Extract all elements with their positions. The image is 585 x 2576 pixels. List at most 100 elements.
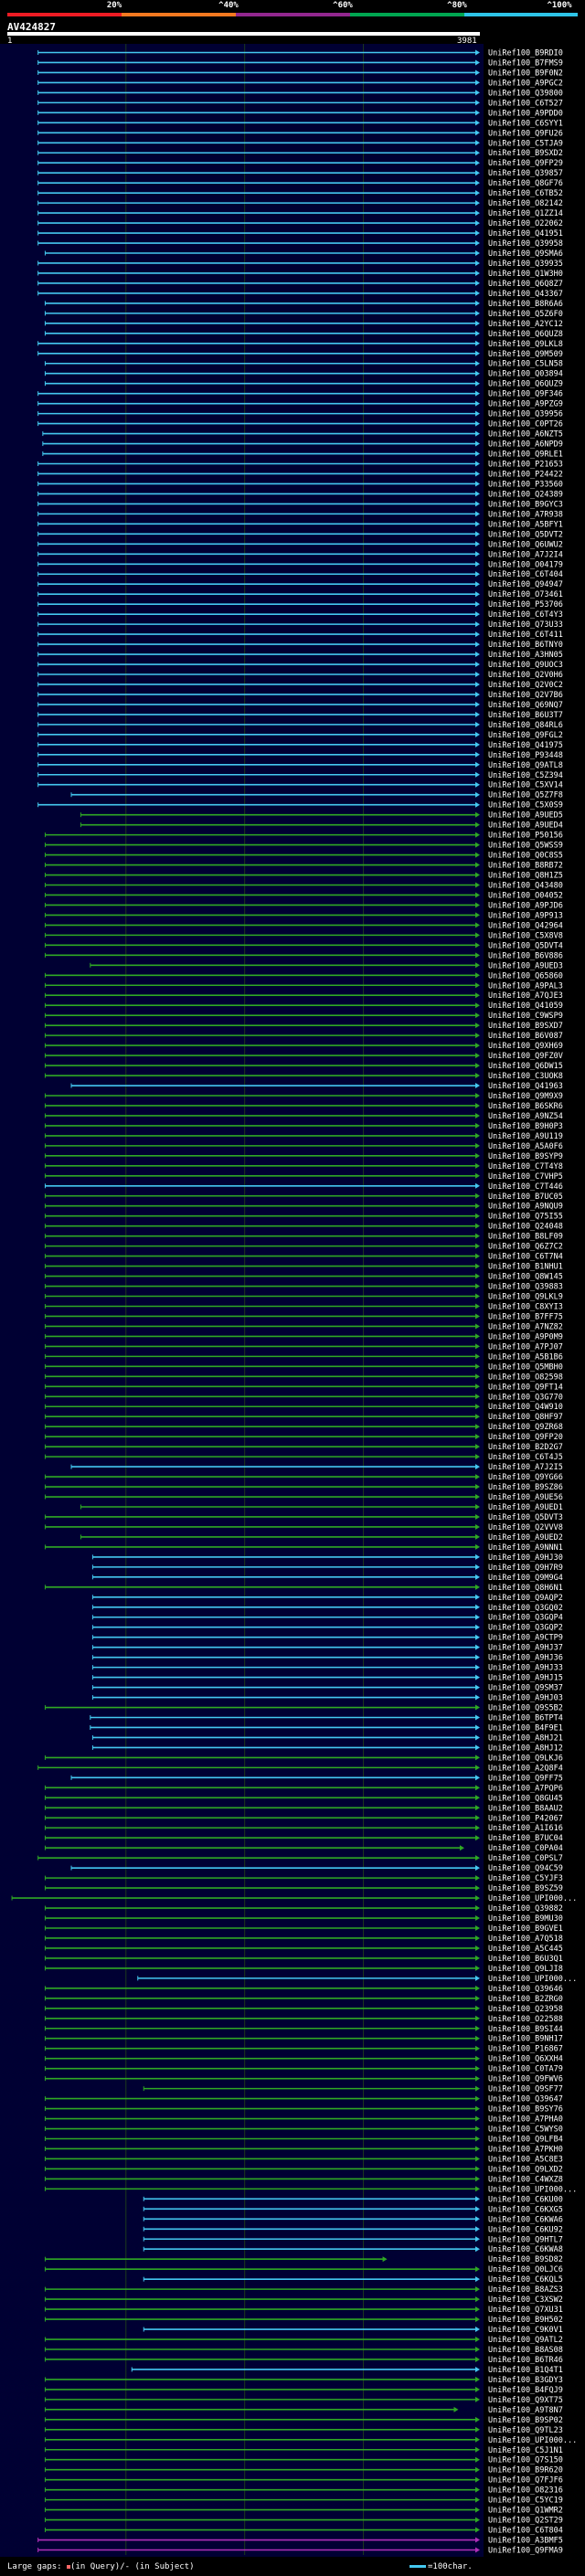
hit-label[interactable]: UniRef100_B8RB72 xyxy=(488,862,563,871)
hit-label[interactable]: UniRef100_B6TR46 xyxy=(488,2356,563,2365)
hit-label[interactable]: UniRef100_Q39647 xyxy=(488,2095,563,2104)
hit-label[interactable]: UniRef100_P33560 xyxy=(488,480,563,489)
hit-label[interactable]: UniRef100_A8HJ12 xyxy=(488,1744,563,1753)
hit-label[interactable]: UniRef100_A7J2I4 xyxy=(488,550,563,559)
hit-label[interactable]: UniRef100_Q6UWU2 xyxy=(488,540,563,549)
hit-label[interactable]: UniRef100_C8XYI3 xyxy=(488,1302,563,1311)
hit-label[interactable]: UniRef100_A7NZ82 xyxy=(488,1322,563,1331)
hit-label[interactable]: UniRef100_A5A0F6 xyxy=(488,1142,563,1151)
hit-label[interactable]: UniRef100_A9HJ36 xyxy=(488,1654,563,1663)
hit-label[interactable]: UniRef100_Q9SMA6 xyxy=(488,249,563,259)
hit-label[interactable]: UniRef100_C5WYS0 xyxy=(488,2125,563,2135)
hit-label[interactable]: UniRef100_UPI000... xyxy=(488,1975,577,1984)
hit-label[interactable]: UniRef100_B6U3T7 xyxy=(488,711,563,720)
hit-label[interactable]: UniRef100_Q73U33 xyxy=(488,620,563,630)
hit-label[interactable]: UniRef100_P42067 xyxy=(488,1814,563,1823)
hit-label[interactable]: UniRef100_A2YC12 xyxy=(488,320,563,329)
hit-label[interactable]: UniRef100_C5LN58 xyxy=(488,360,563,369)
hit-label[interactable]: UniRef100_B1NHU1 xyxy=(488,1263,563,1272)
hit-label[interactable]: UniRef100_B9SXD2 xyxy=(488,149,563,158)
hit-label[interactable]: UniRef100_Q41951 xyxy=(488,229,563,239)
hit-label[interactable]: UniRef100_C5XV14 xyxy=(488,781,563,790)
hit-label[interactable]: UniRef100_B6V087 xyxy=(488,1032,563,1041)
hit-label[interactable]: UniRef100_Q9FWV6 xyxy=(488,2075,563,2084)
hit-label[interactable]: UniRef100_B8AAU2 xyxy=(488,1804,563,1813)
hit-label[interactable]: UniRef100_A5C8E3 xyxy=(488,2155,563,2164)
hit-label[interactable]: UniRef100_Q5Z6F0 xyxy=(488,310,563,319)
hit-label[interactable]: UniRef100_Q9FF75 xyxy=(488,1774,563,1783)
hit-label[interactable]: UniRef100_Q9LKL9 xyxy=(488,1293,563,1302)
hit-label[interactable]: UniRef100_C6T527 xyxy=(488,99,563,108)
hit-label[interactable]: UniRef100_Q8GF76 xyxy=(488,179,563,188)
hit-label[interactable]: UniRef100_Q9LFB4 xyxy=(488,2135,563,2144)
hit-label[interactable]: UniRef100_Q9YG66 xyxy=(488,1473,563,1482)
hit-label[interactable]: UniRef100_Q9F346 xyxy=(488,390,563,399)
hit-label[interactable]: UniRef100_O04052 xyxy=(488,891,563,900)
hit-label[interactable]: UniRef100_Q24048 xyxy=(488,1223,563,1232)
hit-label[interactable]: UniRef100_A9UED2 xyxy=(488,1533,563,1542)
hit-label[interactable]: UniRef100_Q1WMR2 xyxy=(488,2507,563,2516)
hit-label[interactable]: UniRef100_Q9XH69 xyxy=(488,1042,563,1051)
hit-label[interactable]: UniRef100_Q3GQ02 xyxy=(488,1604,563,1613)
hit-label[interactable]: UniRef100_A9PGC2 xyxy=(488,79,563,88)
hit-label[interactable]: UniRef100_Q7XU31 xyxy=(488,2306,563,2315)
hit-label[interactable]: UniRef100_A9CTP9 xyxy=(488,1634,563,1643)
hit-label[interactable]: UniRef100_C5Z394 xyxy=(488,771,563,780)
hit-label[interactable]: UniRef100_O82316 xyxy=(488,2486,563,2496)
hit-label[interactable]: UniRef100_UPI000... xyxy=(488,2185,577,2194)
hit-label[interactable]: UniRef100_B9NH17 xyxy=(488,2035,563,2044)
hit-label[interactable]: UniRef100_A9UED5 xyxy=(488,811,563,821)
hit-label[interactable]: UniRef100_C9WSP9 xyxy=(488,1012,563,1021)
hit-label[interactable]: UniRef100_C6TB52 xyxy=(488,189,563,198)
hit-label[interactable]: UniRef100_B7FF75 xyxy=(488,1312,563,1321)
hit-label[interactable]: UniRef100_A5C445 xyxy=(488,1945,563,1954)
hit-label[interactable]: UniRef100_B9R620 xyxy=(488,2466,563,2475)
hit-label[interactable]: UniRef100_B8AS08 xyxy=(488,2346,563,2355)
hit-label[interactable]: UniRef100_Q5MBH0 xyxy=(488,1362,563,1372)
hit-label[interactable]: UniRef100_C4WXZ8 xyxy=(488,2175,563,2184)
hit-label[interactable]: UniRef100_B7UC04 xyxy=(488,1834,563,1843)
hit-label[interactable]: UniRef100_A9HJ37 xyxy=(488,1644,563,1653)
hit-label[interactable]: UniRef100_A9PDD0 xyxy=(488,109,563,118)
hit-label[interactable]: UniRef100_C6T804 xyxy=(488,2527,563,2536)
hit-label[interactable]: UniRef100_Q41963 xyxy=(488,1082,563,1091)
hit-label[interactable]: UniRef100_Q9TL23 xyxy=(488,2426,563,2435)
hit-label[interactable]: UniRef100_Q9FMA9 xyxy=(488,2547,563,2556)
hit-label[interactable]: UniRef100_C5X8V8 xyxy=(488,931,563,940)
hit-label[interactable]: UniRef100_A6NZT5 xyxy=(488,430,563,440)
hit-label[interactable]: UniRef100_P93448 xyxy=(488,751,563,760)
hit-label[interactable]: UniRef100_Q43480 xyxy=(488,881,563,890)
hit-label[interactable]: UniRef100_Q65860 xyxy=(488,971,563,981)
hit-label[interactable]: UniRef100_Q39646 xyxy=(488,1985,563,1994)
hit-label[interactable]: UniRef100_Q9M509 xyxy=(488,350,563,359)
hit-label[interactable]: UniRef100_Q3GQP2 xyxy=(488,1624,563,1633)
hit-label[interactable]: UniRef100_B9F0N2 xyxy=(488,69,563,78)
hit-label[interactable]: UniRef100_Q9RLE1 xyxy=(488,451,563,460)
hit-label[interactable]: UniRef100_Q9M9X9 xyxy=(488,1092,563,1101)
hit-label[interactable]: UniRef100_A9UE56 xyxy=(488,1493,563,1502)
hit-label[interactable]: UniRef100_B6SKR6 xyxy=(488,1102,563,1111)
hit-label[interactable]: UniRef100_Q39956 xyxy=(488,410,563,419)
hit-label[interactable]: UniRef100_B6TNY0 xyxy=(488,641,563,650)
hit-label[interactable]: UniRef100_C5J1N1 xyxy=(488,2446,563,2455)
hit-label[interactable]: UniRef100_B9SZ86 xyxy=(488,1483,563,1492)
hit-label[interactable]: UniRef100_Q9XT75 xyxy=(488,2396,563,2405)
hit-label[interactable]: UniRef100_A9P0M9 xyxy=(488,1332,563,1341)
hit-label[interactable]: UniRef100_Q9FGL2 xyxy=(488,731,563,740)
hit-label[interactable]: UniRef100_Q5Z7F8 xyxy=(488,791,563,800)
hit-label[interactable]: UniRef100_B2ZRG0 xyxy=(488,1995,563,2004)
hit-label[interactable]: UniRef100_Q9ATL2 xyxy=(488,2336,563,2345)
hit-label[interactable]: UniRef100_Q9ATL8 xyxy=(488,761,563,770)
hit-label[interactable]: UniRef100_Q8H1Z5 xyxy=(488,872,563,881)
hit-label[interactable]: UniRef100_B9SY76 xyxy=(488,2105,563,2115)
hit-label[interactable]: UniRef100_Q9ZR68 xyxy=(488,1423,563,1432)
hit-label[interactable]: UniRef100_O73461 xyxy=(488,590,563,599)
hit-label[interactable]: UniRef100_C6T7N4 xyxy=(488,1253,563,1262)
hit-label[interactable]: UniRef100_Q6DW15 xyxy=(488,1062,563,1071)
hit-label[interactable]: UniRef100_Q1ZZ14 xyxy=(488,209,563,218)
hit-label[interactable]: UniRef100_A9UED3 xyxy=(488,961,563,970)
hit-label[interactable]: UniRef100_A9NNN1 xyxy=(488,1543,563,1553)
hit-label[interactable]: UniRef100_O22588 xyxy=(488,2015,563,2024)
hit-label[interactable]: UniRef100_Q6Z7C2 xyxy=(488,1243,563,1252)
hit-label[interactable]: UniRef100_Q8HF97 xyxy=(488,1413,563,1422)
